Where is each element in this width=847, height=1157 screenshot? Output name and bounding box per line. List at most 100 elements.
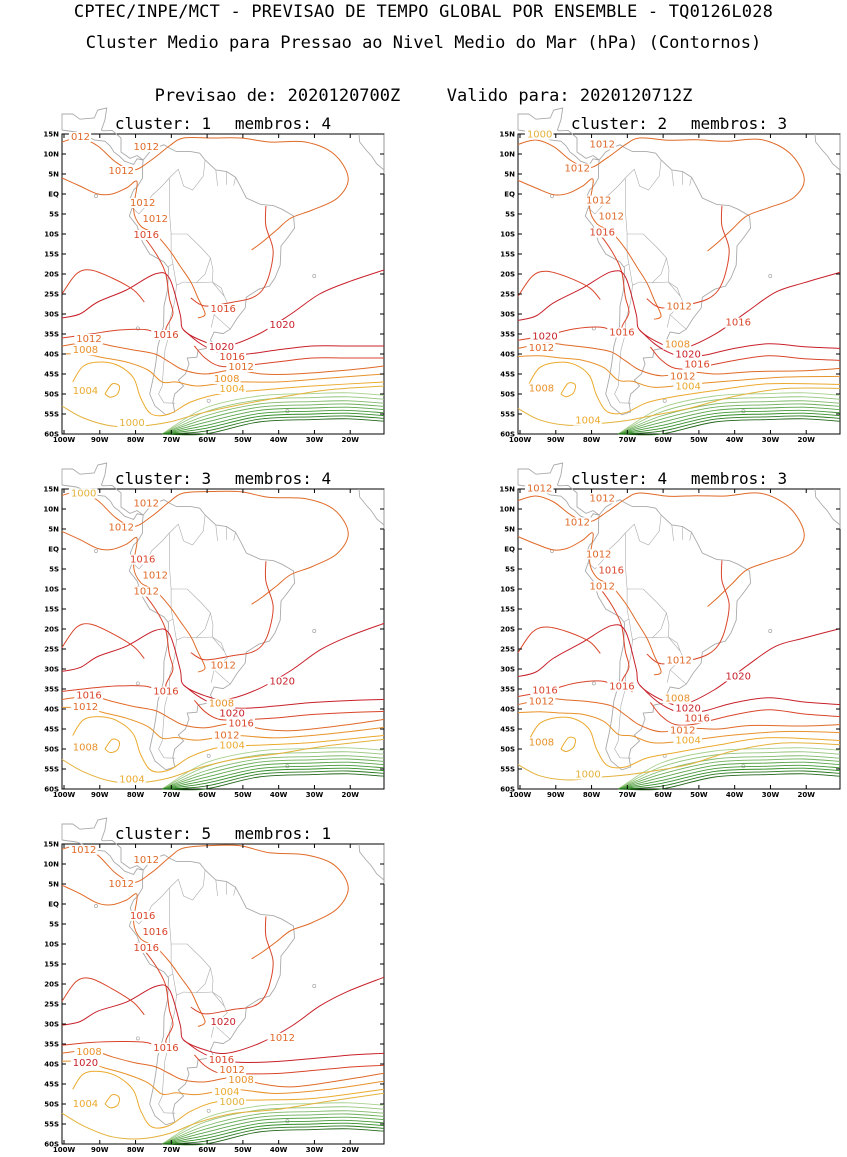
contour-line [162, 761, 385, 790]
lat-label: 40S [44, 1061, 59, 1069]
lat-label: 55S [500, 411, 515, 419]
contour-label-bg [668, 725, 697, 736]
lat-label: 10N [43, 506, 59, 514]
contour-label-bg [607, 327, 636, 338]
map-panel-cluster-3: cluster: 3 membros: 4 012101210121016101… [43, 462, 385, 799]
contour-label-bg [131, 942, 161, 953]
lat-label: 30S [44, 311, 59, 319]
island [741, 764, 746, 769]
contour-label: 1016 [209, 1055, 234, 1066]
contour-label-bg [562, 517, 592, 528]
lat-label: 5N [48, 526, 59, 534]
members-count: 3 [777, 114, 788, 133]
contour-line [162, 400, 385, 435]
contour-line [517, 137, 805, 252]
contour-label: 1016 [532, 685, 557, 696]
lon-label: 80W [127, 791, 145, 799]
country-border [233, 532, 236, 541]
contour-label: 1012 [670, 725, 695, 736]
contour-line [162, 755, 385, 790]
cluster-number: 3 [201, 469, 212, 488]
lat-label: 20S [44, 981, 59, 989]
contour-label: 1016 [153, 330, 178, 341]
title-line-1: CPTEC/INPE/MCT - PREVISAO DE TEMPO GLOBA… [73, 2, 774, 22]
contour-label: 1016 [76, 691, 101, 702]
contour-line [162, 409, 385, 435]
contour-label-bg [226, 1074, 255, 1085]
valid-value: 2020120712Z [579, 86, 693, 106]
lat-label: 15N [43, 131, 59, 139]
contour-line [618, 758, 841, 790]
africa-outline [358, 843, 385, 884]
panel-title: cluster: 3 membros: 4 [62, 469, 384, 488]
contour-label: 1008 [228, 1075, 253, 1086]
contour-label-bg [70, 742, 100, 753]
contour-line [618, 764, 841, 790]
africa-outline [814, 133, 841, 174]
contour-line [618, 755, 841, 790]
contour-line [617, 751, 841, 790]
contour-label: 1012 [586, 549, 611, 560]
contour-line [61, 490, 349, 605]
contour-line [194, 345, 384, 368]
country-border [671, 169, 674, 187]
africa-outline [814, 488, 841, 529]
lat-label: 60S [44, 786, 59, 794]
lat-label: EQ [504, 191, 515, 199]
isobar-contours: 0121012101210121012101610121016101610201… [517, 129, 841, 427]
island [135, 1036, 140, 1041]
lon-label: 20W [341, 1146, 359, 1154]
contour-label: 1000 [527, 130, 552, 141]
lat-label: 60S [44, 1141, 59, 1149]
pressure-map: 0121012101210121012101610121016101610201… [499, 107, 841, 444]
country-border [666, 314, 671, 328]
country-border [212, 282, 225, 297]
contour-label: 1012 [143, 214, 168, 225]
lat-label: 30S [500, 311, 515, 319]
contour-label-bg [70, 345, 100, 356]
contour-label: 1012 [134, 142, 159, 153]
lat-label: EQ [504, 546, 515, 554]
lat-label: 5N [48, 881, 59, 889]
contour-label: 1016 [134, 230, 159, 241]
contour-label: 1020 [73, 1058, 98, 1069]
island [662, 398, 667, 403]
lon-label: 80W [127, 436, 145, 444]
contour-line [592, 227, 633, 338]
lat-label: 10N [43, 151, 59, 159]
cluster-number: 4 [657, 469, 668, 488]
contour-label-bg [526, 342, 556, 353]
country-border [671, 524, 674, 542]
country-border [195, 967, 211, 994]
contour-label: 1012 [134, 499, 159, 510]
cluster-label: cluster: [114, 824, 192, 843]
contour-label: 1016 [153, 687, 178, 698]
contour-line [618, 761, 841, 790]
contour-line [61, 738, 385, 784]
africa-outline [358, 133, 385, 174]
contour-line [617, 392, 841, 435]
panel-title: cluster: 1 membros: 4 [62, 114, 384, 133]
map-panel-cluster-4: cluster: 4 membros: 3 1012 1012 1012 1012 10… [499, 462, 841, 799]
contour-line [517, 626, 601, 654]
lon-label: 90W [91, 436, 109, 444]
contour-label: 1012 [590, 140, 615, 151]
cluster-number: 5 [201, 824, 212, 843]
contour-line [162, 1110, 385, 1145]
lat-label: 20S [500, 271, 515, 279]
contour-label: 1000 [219, 1097, 244, 1108]
contour-label: 1012 [109, 879, 134, 890]
lon-label: 70W [619, 791, 637, 799]
lat-label: 55S [44, 766, 59, 774]
lon-label: 50W [234, 436, 252, 444]
lat-label: 10S [500, 231, 515, 239]
contour-line [639, 684, 841, 714]
pressure-map: 0121012101210121012101610161016102010121… [43, 107, 385, 444]
contour-label: 1020 [210, 1017, 235, 1028]
contour-label: 1012 [71, 845, 96, 856]
contour-label: 1008 [76, 1047, 101, 1058]
members-count: 3 [777, 469, 788, 488]
contour-label: 1012 [590, 493, 615, 504]
contour-line [72, 361, 385, 417]
contour-line [61, 353, 385, 387]
